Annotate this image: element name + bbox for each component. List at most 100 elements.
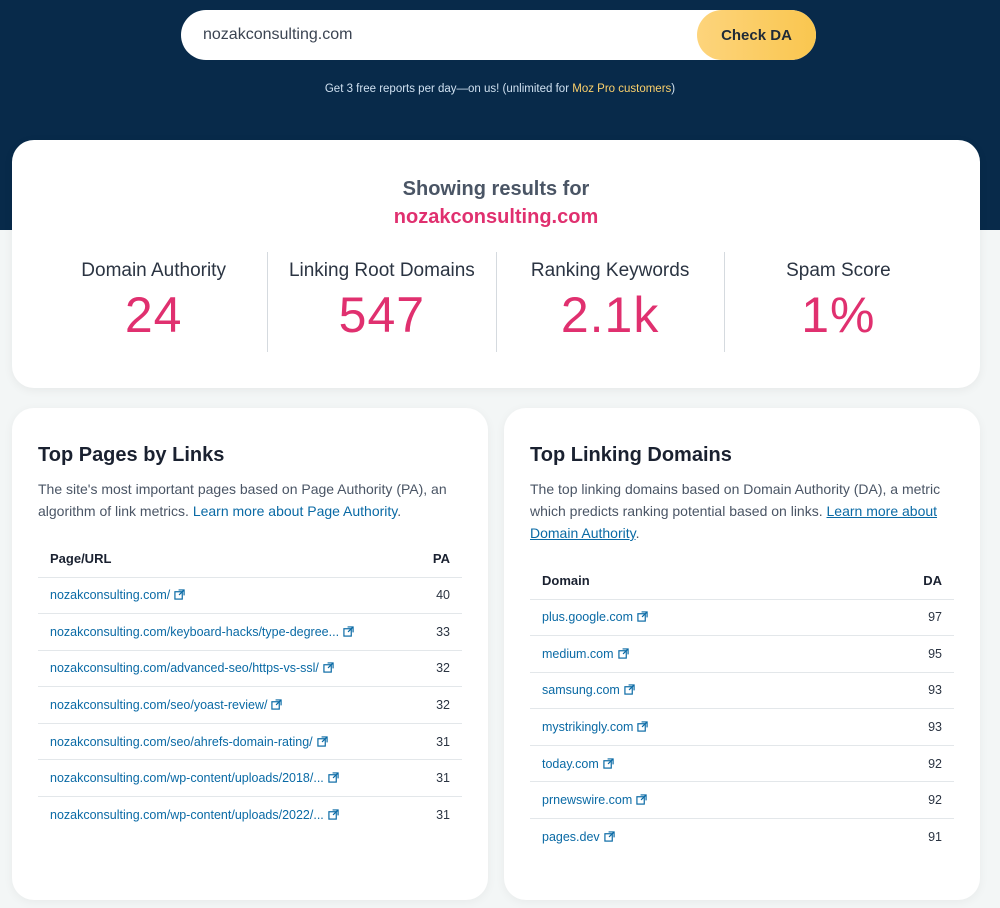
top-domains-desc-end: . xyxy=(635,525,640,541)
domain-row-link-cell: samsung.com xyxy=(530,672,850,710)
moz-pro-link[interactable]: Moz Pro customers xyxy=(572,83,672,95)
page-row-link-cell: nozakconsulting.com/wp-content/uploads/2… xyxy=(38,759,415,798)
col-domain: Domain xyxy=(530,563,850,600)
domain-row-link-cell: pages.dev xyxy=(530,819,849,856)
page-row-score: 33 xyxy=(414,613,462,651)
domain-row-score: 93 xyxy=(849,708,954,746)
table-header-row: Domain DA xyxy=(530,563,954,600)
domain-row-link[interactable]: pages.dev xyxy=(542,830,600,845)
domain-row-score: 92 xyxy=(849,745,954,783)
top-domains-description: The top linking domains based on Domain … xyxy=(530,478,960,544)
page-row: nozakconsulting.com/wp-content/uploads/2… xyxy=(38,797,462,834)
domain-row-link[interactable]: samsung.com xyxy=(542,683,620,698)
top-pages-title: Top Pages by Links xyxy=(38,444,225,466)
page-row-score: 40 xyxy=(414,577,462,615)
top-domains-title: Top Linking Domains xyxy=(530,444,732,466)
domain-row-link-cell: prnewswire.com xyxy=(530,781,850,820)
external-link-icon xyxy=(617,648,629,659)
page-row-link[interactable]: nozakconsulting.com/ xyxy=(50,588,171,603)
showing-results-label: Showing results for xyxy=(402,178,590,200)
metric-label: Ranking Keywords xyxy=(530,260,690,281)
free-reports-note: Get 3 free reports per day—on us! (unlim… xyxy=(0,83,1000,95)
metrics-row: Domain Authority 24 Linking Root Domains… xyxy=(40,252,952,352)
domain-search-input[interactable] xyxy=(203,10,683,60)
top-pages-desc-text: The site's most important pages based on… xyxy=(38,481,447,519)
page-row-link[interactable]: nozakconsulting.com/wp-content/uploads/2… xyxy=(50,771,324,786)
domain-row: today.com 92 xyxy=(530,745,954,783)
domain-row: medium.com 95 xyxy=(530,635,954,673)
page-row-link[interactable]: nozakconsulting.com/advanced-seo/https-v… xyxy=(50,661,319,676)
page-row-link-cell: nozakconsulting.com/seo/ahrefs-domain-ra… xyxy=(38,723,415,761)
external-link-icon xyxy=(343,626,354,637)
top-pages-table: Page/URL PA nozakconsulting.com/40 nozakc… xyxy=(38,541,462,833)
page-row-link-cell: nozakconsulting.com/advanced-seo/https-v… xyxy=(38,650,415,688)
domain-row: pages.dev 91 xyxy=(530,819,954,856)
col-pa: PA xyxy=(414,541,462,578)
page-row: nozakconsulting.com/advanced-seo/https-v… xyxy=(38,650,462,688)
page-row-link-cell: nozakconsulting.com/wp-content/uploads/2… xyxy=(38,797,415,834)
top-pages-desc-end: . xyxy=(397,503,402,519)
page-row: nozakconsulting.com/wp-content/uploads/2… xyxy=(38,759,462,798)
metric-value: 24 xyxy=(124,287,183,343)
table-header-row: Page/URL PA xyxy=(38,541,462,578)
metric-value: 547 xyxy=(338,287,426,343)
metric-label: Spam Score xyxy=(786,260,891,281)
domain-row-score: 95 xyxy=(849,635,954,673)
metric-spam-score: Spam Score 1% xyxy=(723,252,952,352)
domain-row-link[interactable]: medium.com xyxy=(542,646,614,661)
free-note-prefix: Get 3 free reports per day—on us! (unlim… xyxy=(324,83,573,95)
page-row-link[interactable]: nozakconsulting.com/wp-content/uploads/2… xyxy=(50,808,324,823)
metric-label: Linking Root Domains xyxy=(288,260,475,281)
page-row-link-cell: nozakconsulting.com/ xyxy=(38,577,415,615)
page-row-score: 32 xyxy=(414,650,462,688)
domain-row-link-cell: plus.google.com xyxy=(530,599,850,637)
domain-row-link-cell: mystrikingly.com xyxy=(530,708,850,746)
domain-row-link-cell: medium.com xyxy=(530,635,850,673)
search-bar: Check DA xyxy=(181,10,816,60)
domain-row: mystrikingly.com 93 xyxy=(530,708,954,746)
external-link-icon xyxy=(316,735,328,747)
check-da-button[interactable]: Check DA xyxy=(697,10,816,60)
external-link-icon xyxy=(328,772,339,783)
top-pages-description: The site's most important pages based on… xyxy=(38,478,468,522)
top-domains-desc-text: The top linking domains based on Domain … xyxy=(530,481,941,519)
learn-page-authority-link[interactable]: Learn more about Page Authority xyxy=(192,503,398,519)
top-pages-panel: Top Pages by Links The site's most impor… xyxy=(12,408,488,900)
page-row-link-cell: nozakconsulting.com/seo/yoast-review/ xyxy=(38,686,415,724)
domain-row-link[interactable]: prnewswire.com xyxy=(542,793,633,808)
result-domain: nozakconsulting.com xyxy=(393,206,599,228)
page-row: nozakconsulting.com/seo/yoast-review/32 xyxy=(38,686,462,724)
external-link-icon xyxy=(604,831,615,842)
external-link-icon xyxy=(603,757,614,769)
domain-row-link[interactable]: today.com xyxy=(542,756,599,771)
external-link-icon xyxy=(328,809,339,820)
domain-row: prnewswire.com 92 xyxy=(530,781,954,820)
domain-row: plus.google.com 97 xyxy=(530,599,954,637)
domain-row-link[interactable]: mystrikingly.com xyxy=(542,720,634,735)
metric-label: Domain Authority xyxy=(81,260,226,281)
domain-row-link[interactable]: plus.google.com xyxy=(542,610,634,625)
page-row: nozakconsulting.com/seo/ahrefs-domain-ra… xyxy=(38,723,462,761)
page-row-link[interactable]: nozakconsulting.com/seo/ahrefs-domain-ra… xyxy=(50,734,313,749)
results-summary-card: Showing results for nozakconsulting.com … xyxy=(12,140,980,388)
external-link-icon xyxy=(323,662,334,674)
metric-value: 1% xyxy=(801,287,876,343)
domain-row-score: 91 xyxy=(928,830,942,845)
page-row-link[interactable]: nozakconsulting.com/keyboard-hacks/type-… xyxy=(50,624,340,639)
external-link-icon xyxy=(637,721,649,732)
domain-row-link-cell: today.com xyxy=(530,745,850,783)
metric-value: 2.1k xyxy=(560,287,660,343)
top-linking-domains-panel: Top Linking Domains The top linking doma… xyxy=(504,408,980,900)
page-row-score: 31 xyxy=(414,759,462,798)
page-row-score: 31 xyxy=(436,808,450,823)
page-row: nozakconsulting.com/keyboard-hacks/type-… xyxy=(38,613,462,651)
page-row-link-cell: nozakconsulting.com/keyboard-hacks/type-… xyxy=(38,613,415,651)
free-note-suffix: ) xyxy=(671,83,676,95)
domain-row-score: 97 xyxy=(849,599,954,637)
domain-row: samsung.com 93 xyxy=(530,672,954,710)
external-link-icon xyxy=(624,684,635,696)
col-da: DA xyxy=(849,563,954,600)
learn-domain-authority-link[interactable]: Learn more about Domain Authority xyxy=(530,503,938,541)
external-link-icon xyxy=(637,611,648,622)
page-row-link[interactable]: nozakconsulting.com/seo/yoast-review/ xyxy=(50,698,268,713)
